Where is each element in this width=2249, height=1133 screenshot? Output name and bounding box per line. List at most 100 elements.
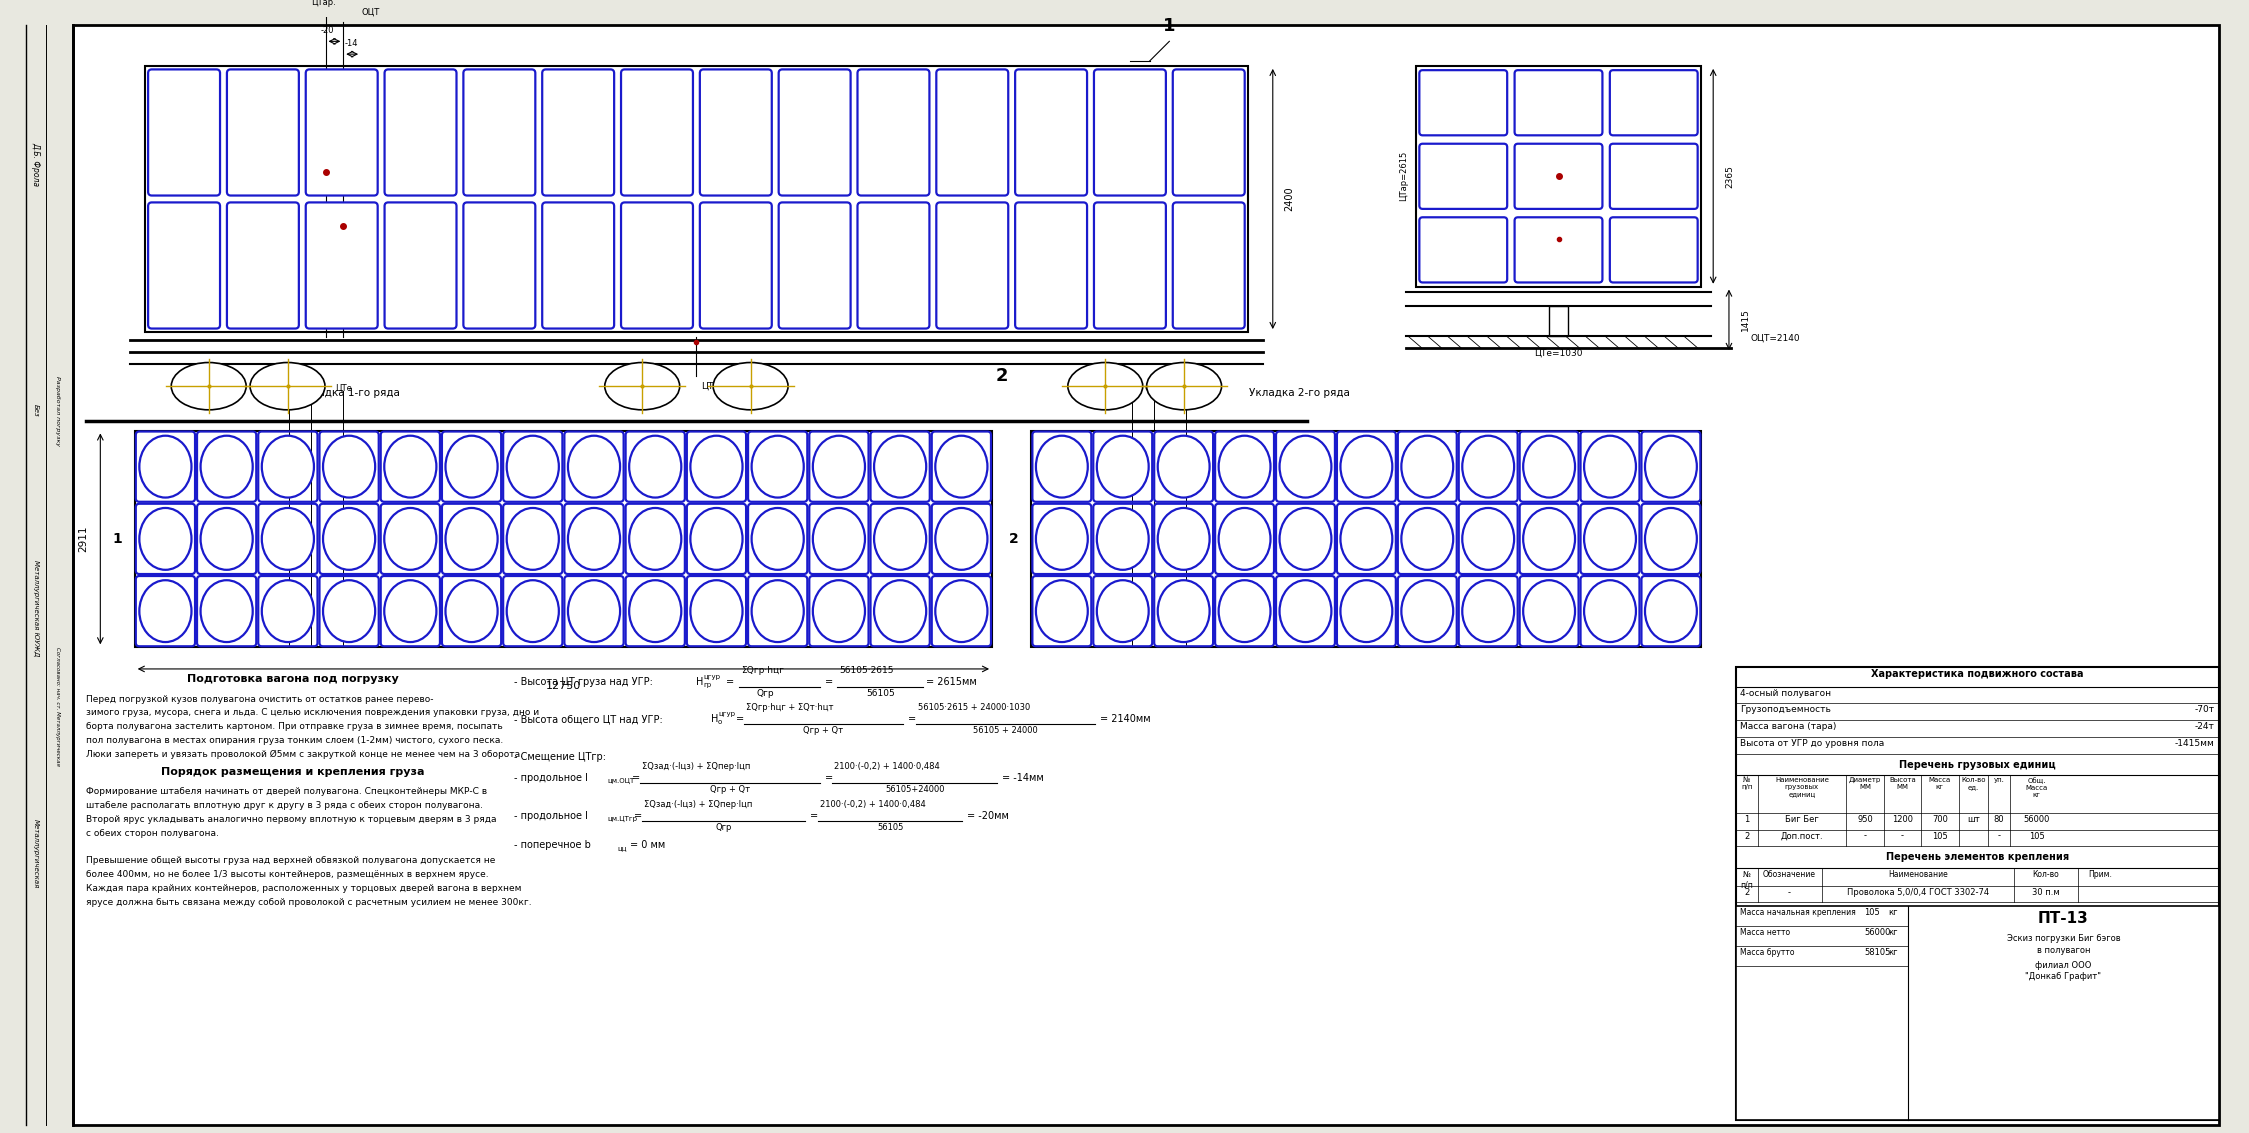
- Ellipse shape: [1644, 580, 1696, 642]
- Text: =: =: [909, 714, 915, 724]
- FancyBboxPatch shape: [385, 203, 457, 329]
- FancyBboxPatch shape: [1514, 70, 1604, 135]
- Text: Qгр + Qт: Qгр + Qт: [711, 785, 749, 794]
- Text: = -20мм: = -20мм: [967, 811, 1010, 820]
- Text: 1200: 1200: [1891, 815, 1914, 824]
- FancyBboxPatch shape: [542, 69, 614, 196]
- Ellipse shape: [250, 363, 324, 410]
- Ellipse shape: [385, 508, 436, 570]
- Ellipse shape: [1644, 508, 1696, 570]
- Text: Масса брутто: Масса брутто: [1741, 948, 1795, 956]
- Text: 105: 105: [2029, 832, 2044, 841]
- Text: №
п/п: № п/п: [1741, 870, 1754, 889]
- Ellipse shape: [1583, 508, 1635, 570]
- Ellipse shape: [936, 580, 987, 642]
- Text: -14: -14: [344, 40, 358, 49]
- Text: 12750: 12750: [547, 681, 580, 691]
- FancyBboxPatch shape: [857, 69, 929, 196]
- Text: -: -: [1900, 832, 1905, 841]
- Text: ярусе должна быть связана между собой проволокой с расчетным усилием не менее 30: ярусе должна быть связана между собой пр…: [85, 897, 531, 906]
- Ellipse shape: [690, 580, 742, 642]
- Text: ЦТар=2615: ЦТар=2615: [1399, 151, 1408, 202]
- Ellipse shape: [324, 436, 376, 497]
- Ellipse shape: [171, 363, 245, 410]
- Text: Масса нетто: Масса нетто: [1741, 928, 1790, 937]
- Ellipse shape: [751, 508, 803, 570]
- Text: 80: 80: [1993, 815, 2004, 824]
- Text: ЦТар: ЦТар: [279, 384, 299, 393]
- Ellipse shape: [1098, 580, 1149, 642]
- Ellipse shape: [261, 436, 315, 497]
- Text: Диаметр
ММ: Диаметр ММ: [1849, 777, 1880, 791]
- Ellipse shape: [875, 580, 927, 642]
- Text: Металлургическая ЮУЖД: Металлургическая ЮУЖД: [34, 560, 38, 656]
- Ellipse shape: [445, 580, 497, 642]
- Ellipse shape: [139, 508, 191, 570]
- Bar: [1032, 431, 1702, 647]
- Ellipse shape: [200, 508, 252, 570]
- Ellipse shape: [1098, 436, 1149, 497]
- Text: цгур: цгур: [704, 674, 720, 680]
- Ellipse shape: [139, 580, 191, 642]
- Text: пол полувагона в местах опирания груза тонким слоем (1-2мм) чистого, сухого песк: пол полувагона в местах опирания груза т…: [85, 736, 504, 744]
- Text: ПТ-13: ПТ-13: [2038, 911, 2089, 927]
- Text: 1: 1: [1163, 17, 1176, 35]
- Text: - Высота общего ЦТ над УГР:: - Высота общего ЦТ над УГР:: [515, 714, 666, 724]
- Text: Каждая пара крайних контейнеров, расположенных у торцовых дверей вагона в верхне: Каждая пара крайних контейнеров, располо…: [85, 884, 522, 893]
- Text: цц: цц: [618, 845, 627, 851]
- Text: Доп.пост.: Доп.пост.: [1781, 832, 1824, 841]
- Text: -20: -20: [322, 26, 335, 35]
- Text: №
п/п: № п/п: [1741, 777, 1752, 791]
- Ellipse shape: [690, 508, 742, 570]
- Ellipse shape: [1037, 436, 1089, 497]
- Text: ЦТар: ЦТар: [1120, 384, 1142, 393]
- Text: ΣQзад·(-lцз) + ΣQпер·lцп: ΣQзад·(-lцз) + ΣQпер·lцп: [643, 763, 751, 772]
- Text: =: =: [825, 676, 832, 687]
- Text: 1: 1: [112, 531, 121, 546]
- Text: Масса начальная крепления: Масса начальная крепления: [1741, 909, 1855, 918]
- FancyBboxPatch shape: [621, 69, 693, 196]
- Text: Высота
ММ: Высота ММ: [1889, 777, 1916, 791]
- Text: - продольное l: - продольное l: [515, 774, 587, 783]
- Ellipse shape: [200, 580, 252, 642]
- Text: филиал ООО
"Донкаб Графит": филиал ООО "Донкаб Графит": [2026, 961, 2101, 981]
- Ellipse shape: [1158, 508, 1210, 570]
- Text: ЦТе: ЦТе: [1178, 384, 1194, 393]
- Text: Порядок размещения и крепления груза: Порядок размещения и крепления груза: [160, 767, 425, 777]
- FancyBboxPatch shape: [148, 203, 220, 329]
- Text: ΣQзад·(-lцз) + ΣQпер·lцп: ΣQзад·(-lцз) + ΣQпер·lцп: [643, 800, 753, 809]
- FancyBboxPatch shape: [1610, 144, 1698, 208]
- Text: 56105: 56105: [877, 823, 904, 832]
- Text: Qгр: Qгр: [756, 689, 774, 698]
- Text: - Высота ЦТ груза над УГР:: - Высота ЦТ груза над УГР:: [515, 676, 657, 687]
- FancyBboxPatch shape: [1172, 203, 1244, 329]
- Text: Перед погрузкой кузов полувагона очистить от остатков ранее перево-: Перед погрузкой кузов полувагона очистит…: [85, 695, 434, 704]
- Ellipse shape: [1280, 580, 1331, 642]
- Text: ОЦТ: ОЦТ: [1145, 384, 1163, 393]
- FancyBboxPatch shape: [1172, 69, 1244, 196]
- Text: -: -: [1788, 887, 1790, 896]
- Text: = 0 мм: = 0 мм: [630, 841, 666, 851]
- Ellipse shape: [1583, 436, 1635, 497]
- Text: Высота от УГР до уровня пола: Высота от УГР до уровня пола: [1741, 739, 1885, 748]
- Bar: [1736, 667, 2218, 1121]
- FancyBboxPatch shape: [1419, 144, 1507, 208]
- Text: =: =: [726, 676, 733, 687]
- Ellipse shape: [605, 363, 679, 410]
- FancyBboxPatch shape: [385, 69, 457, 196]
- Text: Масса вагона (тара): Масса вагона (тара): [1741, 722, 1835, 731]
- Text: 105: 105: [1864, 909, 1880, 918]
- Text: ΣQгр·hцг: ΣQгр·hцг: [740, 666, 783, 675]
- FancyBboxPatch shape: [778, 69, 850, 196]
- Text: ОЦТ: ОЦТ: [301, 384, 319, 393]
- Text: Н: Н: [697, 676, 704, 687]
- FancyBboxPatch shape: [306, 69, 378, 196]
- Ellipse shape: [1401, 508, 1453, 570]
- Text: Д.Б. Фрола: Д.Б. Фрола: [31, 143, 40, 187]
- Text: кг: кг: [1889, 928, 1898, 937]
- Ellipse shape: [1098, 508, 1149, 570]
- Text: =: =: [632, 774, 641, 783]
- Text: 30 п.м: 30 п.м: [2031, 887, 2060, 896]
- Text: Перечень элементов крепления: Перечень элементов крепления: [1885, 852, 2069, 862]
- Text: шт: шт: [1968, 815, 1979, 824]
